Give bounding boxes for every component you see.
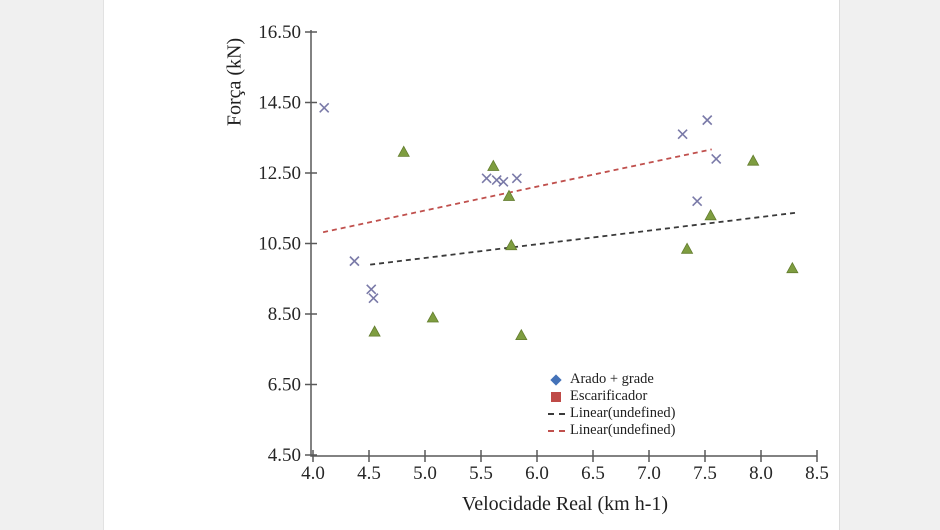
data-point-x-icon <box>491 174 502 186</box>
data-point-triangle-icon <box>746 154 760 166</box>
data-point-triangle-icon <box>505 238 518 251</box>
data-point-triangle-icon <box>515 328 528 341</box>
data-point-triangle-icon <box>680 242 694 254</box>
data-point-x-icon <box>677 129 688 140</box>
data-point-triangle-icon <box>426 311 440 323</box>
legend: Arado + grade Escarificador Linear(undef… <box>546 371 675 439</box>
y-tick-label: 10.50 <box>258 234 301 255</box>
legend-dashed-line-icon <box>546 429 566 432</box>
scatter-chart: 16.50 14.50 12.50 10.50 8.50 6.50 4.504.0 4.5 5.… <box>258 22 829 484</box>
data-point-x-icon <box>498 176 509 187</box>
chart-panel: 16.50 14.50 12.50 10.50 8.50 6.50 4.50 4.0 4.5 5.… <box>103 0 840 530</box>
legend-item: Escarificador <box>546 388 675 405</box>
data-point-triangle-icon <box>487 159 500 171</box>
legend-diamond-icon <box>546 373 566 386</box>
data-point-x-icon <box>366 284 377 295</box>
data-point-x-icon <box>711 153 722 164</box>
x-tick-label: 4.0 <box>301 463 325 484</box>
y-tick-label: 16.50 <box>258 22 301 43</box>
legend-item: Linear(undefined) <box>546 422 675 439</box>
legend-item-label: Linear(undefined) <box>570 422 676 438</box>
y-tick-label: 6.50 <box>268 375 301 396</box>
y-tick-label: 8.50 <box>268 304 301 325</box>
data-point-triangle-icon <box>502 189 516 201</box>
data-point-x-icon <box>692 196 703 207</box>
legend-item: Arado + grade <box>546 371 675 388</box>
x-tick-label: 8.5 <box>805 463 829 484</box>
y-axis-title: Força (kN) <box>223 37 246 127</box>
legend-square-icon <box>546 391 566 402</box>
data-point-x-icon <box>511 173 522 184</box>
x-tick-label: 7.5 <box>693 463 717 484</box>
data-point-x-icon <box>349 256 360 267</box>
x-axis-title: Velocidade Real (km h-1) <box>461 493 669 515</box>
legend-item-label: Linear(undefined) <box>570 405 676 421</box>
y-tick-label: 12.50 <box>258 163 301 184</box>
data-point-triangle-icon <box>704 208 717 221</box>
x-tick-label: 7.0 <box>637 463 661 484</box>
legend-item-label: Arado + grade <box>570 371 654 387</box>
data-point-x-icon <box>481 173 492 184</box>
x-tick-label: 5.5 <box>469 463 493 484</box>
x-tick-label: 6.0 <box>525 463 549 484</box>
data-point-x-icon <box>368 293 379 304</box>
x-tick-label: 6.5 <box>581 463 605 484</box>
x-tick-label: 4.5 <box>357 463 381 484</box>
y-tick-label: 14.50 <box>258 93 301 114</box>
legend-dashed-line-icon <box>546 412 566 415</box>
data-point-x-icon <box>702 115 713 126</box>
legend-item-label: Escarificador <box>570 388 648 404</box>
data-point-triangle-icon <box>786 261 799 274</box>
data-point-triangle-icon <box>397 145 410 157</box>
trendline <box>322 148 712 234</box>
legend-item: Linear(undefined) <box>546 405 675 422</box>
y-tick-label: 4.50 <box>268 445 301 466</box>
data-point-triangle-icon <box>368 325 381 337</box>
trendline <box>370 211 799 266</box>
x-tick-label: 5.0 <box>413 463 437 484</box>
x-tick-label: 8.0 <box>749 463 773 484</box>
data-point-x-icon <box>319 102 330 113</box>
